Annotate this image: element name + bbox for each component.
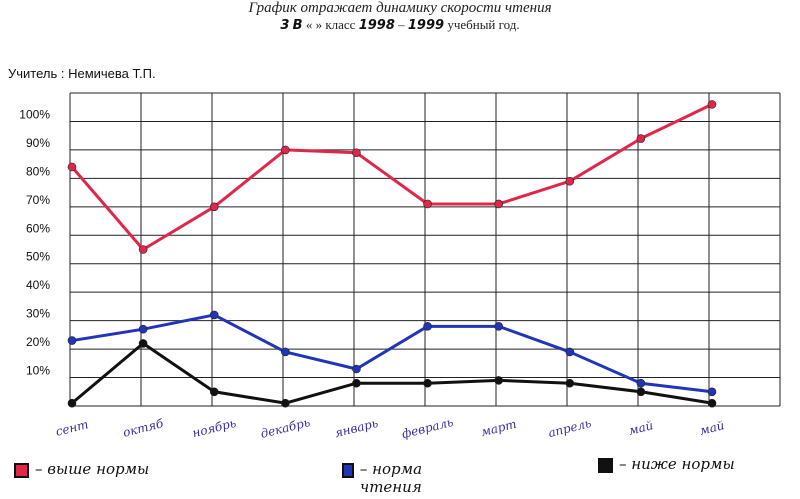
chart-title: График отражает динамику скорости чтения <box>248 0 552 16</box>
y-tick-label: 40% <box>26 278 50 292</box>
data-point-2 <box>636 387 646 397</box>
data-point-0 <box>565 176 575 186</box>
class-word: « » класс <box>305 17 356 32</box>
x-tick-label: декабрь <box>259 415 311 441</box>
y-tick-label: 20% <box>26 335 50 349</box>
y-tick-label: 80% <box>26 164 50 178</box>
x-tick-label: май <box>627 418 654 438</box>
chart-subtitle: 3 В « » класс 1998 – 1999 учебный год. <box>280 17 520 33</box>
data-point-0 <box>67 162 77 172</box>
legend-norm: – норма чтения <box>342 460 452 496</box>
x-tick-label: октяб <box>122 416 166 440</box>
data-point-1 <box>707 387 717 397</box>
y-tick-label: 50% <box>26 250 50 264</box>
data-point-0 <box>636 134 646 143</box>
y-tick-label: 90% <box>26 136 50 150</box>
data-point-2 <box>138 339 148 348</box>
data-point-0 <box>138 245 148 254</box>
data-point-2 <box>209 387 219 397</box>
y-tick-label: 60% <box>26 221 50 235</box>
data-point-1 <box>352 364 361 374</box>
year-start: 1998 <box>358 18 395 33</box>
data-point-1 <box>67 336 77 345</box>
legend-label-above-norm: – выше нормы <box>35 460 150 478</box>
data-point-0 <box>209 202 219 212</box>
data-point-0 <box>494 199 503 209</box>
x-tick-label: ноябрь <box>191 416 238 440</box>
data-point-1 <box>281 347 290 357</box>
legend-below-norm: – ниже нормы <box>598 455 735 473</box>
x-tick-label: февраль <box>400 415 454 441</box>
x-tick-label: сент <box>54 417 90 439</box>
data-point-1 <box>494 322 503 331</box>
class-letter: В <box>292 18 303 33</box>
x-tick-label: май <box>698 418 725 438</box>
year-end: 1999 <box>407 18 445 33</box>
data-point-0 <box>352 148 361 158</box>
data-point-1 <box>209 310 219 320</box>
data-point-1 <box>138 324 148 334</box>
series-line-0 <box>70 102 714 251</box>
data-point-2 <box>67 398 77 408</box>
y-tick-label: 100% <box>19 107 50 121</box>
data-point-2 <box>565 378 575 388</box>
data-point-0 <box>423 199 432 209</box>
x-tick-label: март <box>479 417 517 439</box>
data-point-0 <box>707 100 717 109</box>
legend-label-below-norm: – ниже нормы <box>619 455 735 473</box>
legend-above-norm: – выше нормы <box>14 460 149 478</box>
x-tick-label: январь <box>333 416 379 440</box>
teacher-name: Учитель : Немичева Т.П. <box>8 66 156 81</box>
legend-swatch-norm <box>342 463 354 478</box>
data-point-1 <box>565 347 575 357</box>
data-point-0 <box>281 145 290 155</box>
class-grade: 3 <box>280 18 290 33</box>
legend-swatch-below-norm <box>598 458 613 473</box>
data-point-2 <box>707 398 717 408</box>
legend-swatch-above-norm <box>14 463 29 478</box>
school-year-label: учебный год. <box>447 17 520 32</box>
data-point-1 <box>423 322 432 331</box>
data-point-2 <box>494 376 503 385</box>
data-point-2 <box>352 378 361 388</box>
data-point-1 <box>636 378 646 388</box>
y-tick-label: 70% <box>26 193 50 207</box>
y-tick-label: 10% <box>26 364 50 378</box>
y-tick-label: 30% <box>26 307 50 321</box>
data-point-2 <box>423 378 432 388</box>
legend-label-norm: – норма чтения <box>359 460 423 496</box>
x-tick-label: апрель <box>547 416 593 440</box>
data-point-2 <box>281 398 290 408</box>
series-line-2 <box>70 341 714 405</box>
series-line-1 <box>70 313 714 394</box>
